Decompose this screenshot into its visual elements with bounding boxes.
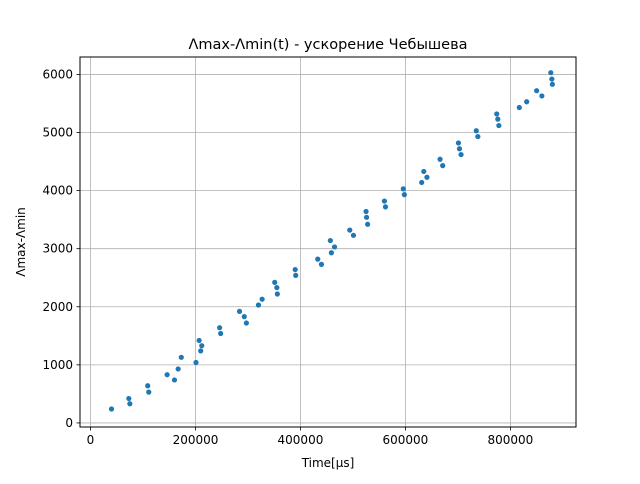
data-point <box>496 122 502 129</box>
data-point <box>539 93 545 99</box>
data-point <box>328 250 335 256</box>
data-point <box>549 81 555 87</box>
data-point <box>455 140 462 146</box>
data-point <box>363 214 370 220</box>
data-point <box>178 354 184 360</box>
y-tick-label: 6000 <box>42 67 73 81</box>
data-point <box>241 314 247 320</box>
x-tick-label: 600000 <box>383 433 429 447</box>
data-point <box>126 395 132 402</box>
data-point <box>175 366 181 372</box>
data-point <box>236 308 243 315</box>
data-point <box>255 302 262 308</box>
grid-lines <box>80 57 576 427</box>
data-point <box>331 244 338 250</box>
data-point <box>549 76 555 82</box>
data-point <box>419 179 425 186</box>
x-axis-label: Time[μs] <box>301 456 355 470</box>
data-point <box>424 174 430 180</box>
data-point <box>127 401 133 407</box>
y-tick-label: 5000 <box>42 126 73 140</box>
data-point <box>440 163 446 169</box>
data-point <box>318 261 325 267</box>
data-point <box>217 325 223 331</box>
data-point <box>495 116 501 122</box>
data-point <box>473 128 479 134</box>
y-tick-label: 2000 <box>42 300 73 314</box>
data-point <box>218 330 224 337</box>
data-point <box>293 272 299 278</box>
data-points <box>108 70 555 412</box>
y-tick-label: 0 <box>65 416 73 430</box>
data-point <box>548 70 554 76</box>
data-point <box>164 372 170 378</box>
plot-area-frame <box>79 56 577 428</box>
y-tick-label: 4000 <box>42 184 73 198</box>
data-point <box>274 291 280 297</box>
chart-title: Λmax-Λmin(t) - ускорение Чебышева <box>188 37 467 53</box>
data-point <box>199 343 205 349</box>
data-point <box>437 156 443 162</box>
data-point <box>243 320 249 326</box>
data-point <box>381 198 388 204</box>
data-point <box>458 151 464 158</box>
data-point <box>494 111 500 117</box>
data-point <box>327 237 333 244</box>
data-point <box>198 348 204 354</box>
data-point <box>400 186 406 192</box>
data-point <box>193 359 199 366</box>
data-point <box>350 232 357 238</box>
x-tick-label: 400000 <box>278 433 324 447</box>
data-point <box>365 221 371 227</box>
data-point <box>401 192 407 198</box>
data-point <box>534 88 540 94</box>
data-point <box>274 284 280 291</box>
data-point <box>259 296 265 302</box>
y-axis-label: Λmax-Λmin <box>14 207 28 277</box>
data-point <box>516 104 522 111</box>
data-point <box>292 266 298 273</box>
data-point <box>347 227 353 233</box>
x-tick-label: 800000 <box>487 433 533 447</box>
data-point <box>196 337 202 344</box>
data-point <box>382 204 389 210</box>
y-axis-ticks: 0 1000 2000 3000 4000 5000 6000 <box>42 67 80 430</box>
data-point <box>272 279 278 285</box>
y-tick-label: 1000 <box>42 358 73 372</box>
data-point <box>475 133 481 140</box>
data-point <box>145 383 151 389</box>
data-point <box>146 389 152 395</box>
y-tick-label: 3000 <box>42 242 73 256</box>
data-point <box>524 99 530 105</box>
data-point <box>363 208 369 215</box>
data-point <box>171 377 178 383</box>
data-point <box>421 168 427 175</box>
x-axis-ticks: 0 200000 400000 600000 800000 <box>87 427 533 447</box>
data-point <box>108 406 115 412</box>
data-point <box>456 146 463 152</box>
x-tick-label: 200000 <box>173 433 219 447</box>
x-tick-label: 0 <box>87 433 95 447</box>
data-point <box>315 256 321 262</box>
